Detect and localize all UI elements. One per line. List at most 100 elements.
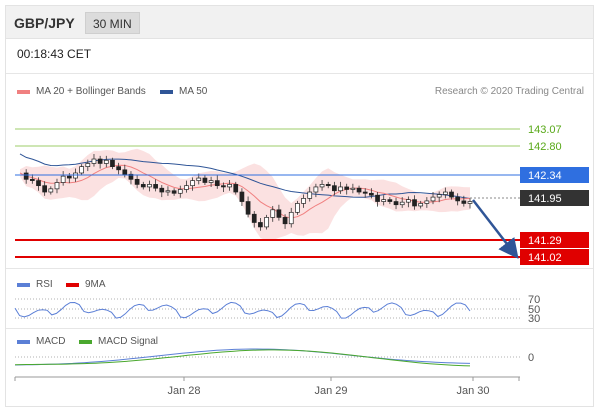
macd-line	[14, 348, 471, 366]
price-tag-141-02	[520, 249, 589, 265]
legend-macd-label: MACD	[36, 336, 66, 347]
candle	[295, 200, 300, 215]
candle	[208, 176, 214, 187]
candle	[36, 177, 41, 191]
candle	[369, 188, 374, 199]
candle	[239, 188, 245, 206]
rsi-tick-70: 70	[528, 294, 540, 306]
candle	[455, 193, 461, 206]
candle	[418, 200, 424, 209]
legend-rsi-label: RSI	[36, 279, 53, 290]
legend-macd-signal: MACD Signal	[79, 336, 158, 347]
candle	[307, 186, 313, 202]
candle	[54, 178, 60, 194]
candle	[214, 175, 220, 189]
rsi-swatch	[17, 282, 30, 287]
candle	[338, 181, 343, 194]
candle	[23, 169, 29, 184]
candle	[406, 196, 411, 208]
candle	[165, 186, 171, 196]
candle	[356, 185, 362, 195]
candle	[227, 179, 232, 191]
candle	[332, 181, 337, 196]
chart-header: GBP/JPY 30 MIN	[6, 6, 593, 39]
candle	[42, 181, 48, 196]
legend-ma20-label: MA 20 + Bollinger Bands	[36, 86, 146, 97]
candle	[270, 205, 276, 222]
legend-rsi: RSI	[17, 279, 53, 290]
price-label-141-02: 141.02	[528, 252, 562, 264]
candle	[362, 188, 368, 198]
macd-signal-swatch	[79, 339, 92, 344]
candle	[202, 175, 208, 186]
divider	[6, 328, 593, 329]
candle	[424, 197, 430, 208]
legend-ma50: MA 50	[160, 86, 207, 97]
candle	[245, 196, 251, 218]
candle	[449, 189, 454, 200]
price-label-141-95: 141.95	[528, 193, 562, 205]
price-tag-141-95	[520, 190, 589, 206]
candle	[147, 180, 152, 192]
candle	[91, 153, 97, 167]
candle	[288, 207, 294, 228]
projection-arrow	[472, 199, 519, 259]
candle	[190, 177, 195, 191]
rsi-tick-30: 30	[528, 313, 540, 325]
candle	[110, 157, 115, 170]
rsi-tick-50: 50	[528, 304, 540, 316]
candle	[399, 197, 405, 208]
candle	[461, 195, 467, 207]
macd-swatch	[17, 339, 30, 344]
timestamp: 00:18:43 CET	[17, 47, 92, 61]
rsi-line	[14, 301, 471, 319]
candle	[350, 183, 356, 194]
candle	[442, 187, 448, 199]
ma50-swatch	[160, 89, 173, 94]
candle	[412, 195, 417, 210]
symbol-title: GBP/JPY	[14, 15, 75, 31]
candle	[79, 164, 84, 176]
candle	[276, 204, 282, 221]
candle	[313, 183, 319, 198]
bollinger-band	[20, 148, 470, 241]
candle	[60, 171, 66, 186]
candle	[85, 159, 91, 172]
candle	[282, 214, 288, 229]
candle	[177, 185, 183, 198]
price-label-143-07: 143.07	[528, 124, 562, 136]
divider	[6, 73, 593, 74]
candle	[184, 180, 189, 193]
candle	[153, 179, 158, 192]
candle	[159, 185, 165, 198]
price-label-141-29: 141.29	[528, 235, 562, 247]
candle	[375, 192, 380, 207]
candle	[97, 155, 103, 169]
candle	[393, 197, 399, 210]
candle	[29, 174, 35, 184]
candle	[128, 171, 134, 185]
candle	[103, 155, 109, 168]
price-tag-142-34	[520, 167, 589, 183]
ma20-line	[19, 164, 471, 219]
candle	[258, 218, 263, 231]
timeframe-button[interactable]: 30 MIN	[85, 12, 140, 34]
chart-widget: GBP/JPY 30 MIN 00:18:43 CET MA 20 + Boll…	[5, 5, 594, 407]
legend-macd: MACD	[17, 336, 65, 347]
candle	[171, 188, 177, 196]
legend-rsi9ma-label: 9MA	[85, 279, 106, 290]
candle	[134, 174, 140, 189]
macd-tick-0: 0	[528, 352, 534, 364]
price-tag-141-29	[520, 232, 589, 248]
ma20-swatch	[17, 89, 30, 94]
candle	[436, 191, 442, 203]
x-label-jan-29: Jan 29	[314, 385, 347, 397]
price-label-142-34: 142.34	[528, 170, 562, 182]
legend-ma50-label: MA 50	[179, 86, 208, 97]
candle	[325, 181, 331, 189]
macd-signal-line	[14, 349, 471, 367]
legend-macd-signal-label: MACD Signal	[98, 336, 159, 347]
candle	[233, 181, 239, 195]
legend-ma20: MA 20 + Bollinger Bands	[17, 86, 146, 97]
